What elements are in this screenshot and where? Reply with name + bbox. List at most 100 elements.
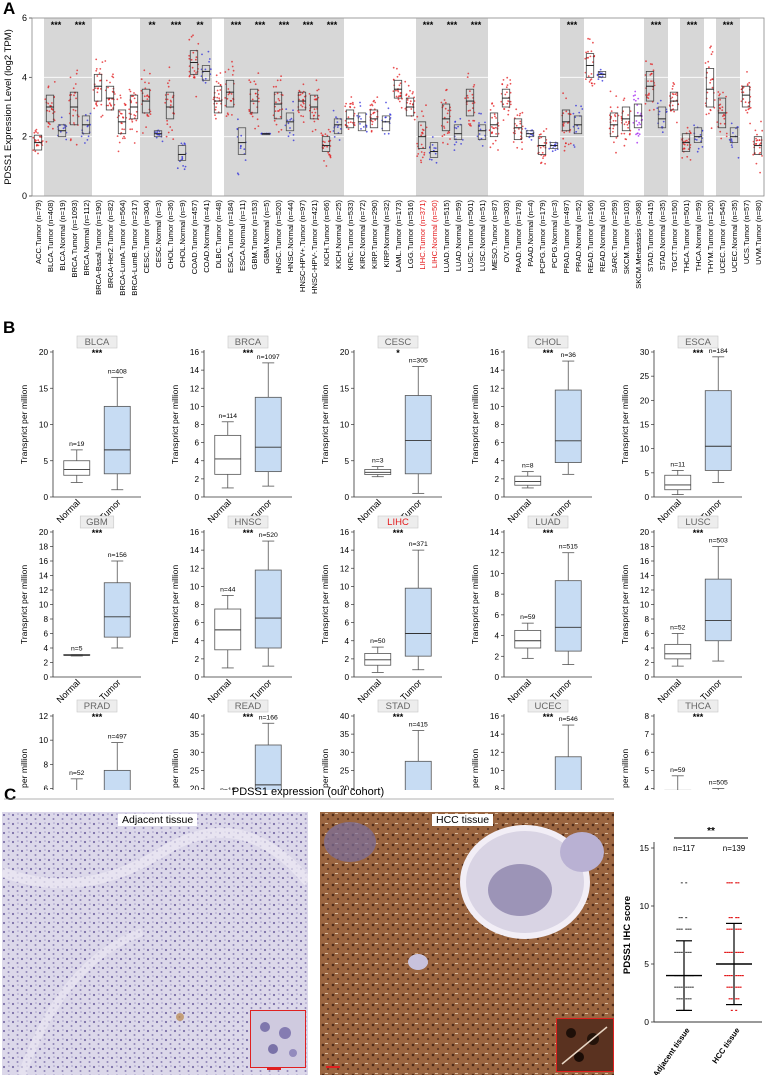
data-point — [111, 75, 114, 78]
data-point — [359, 101, 361, 104]
data-point — [96, 91, 99, 94]
data-point — [35, 139, 37, 142]
y-tick-label: 10 — [640, 601, 650, 610]
category-shade — [80, 18, 92, 196]
data-point — [133, 142, 136, 144]
data-point — [217, 82, 220, 84]
significance-stars: *** — [243, 712, 254, 722]
tumor-box — [704, 578, 732, 642]
data-point — [116, 98, 119, 101]
ihc-point — [724, 951, 727, 953]
box — [237, 127, 247, 155]
data-point — [204, 77, 207, 80]
data-point — [353, 106, 356, 109]
ihc-point — [674, 951, 677, 953]
data-point — [108, 98, 111, 101]
data-point — [53, 119, 56, 122]
tumor-box — [254, 569, 282, 649]
panel-title: CHOL — [535, 337, 561, 348]
category-shade — [140, 18, 152, 196]
data-point — [254, 127, 256, 130]
ihc-point — [680, 986, 683, 988]
data-point — [87, 135, 90, 138]
data-point — [219, 89, 222, 91]
data-point — [35, 128, 38, 131]
data-point — [349, 121, 352, 123]
data-point — [171, 129, 174, 132]
data-point — [93, 107, 96, 110]
y-tick-label: 0 — [22, 191, 27, 201]
data-point — [413, 118, 416, 121]
sample-size-label: n=59 — [520, 614, 536, 621]
data-point — [37, 132, 39, 134]
ihc-point — [685, 951, 688, 953]
data-point — [129, 90, 132, 93]
ihc-point — [685, 986, 688, 988]
data-point — [302, 83, 305, 86]
ihc-point — [730, 1009, 733, 1011]
y-tick-label: 6 — [494, 611, 499, 620]
ihc-point — [737, 951, 740, 953]
ihc-point — [730, 882, 733, 884]
y-tick-label: 0 — [344, 673, 349, 682]
category-shade — [464, 18, 476, 196]
ihc-point — [730, 986, 733, 988]
y-tick-label: 0 — [494, 493, 499, 502]
ihc-point — [689, 928, 692, 930]
data-point — [219, 72, 222, 74]
data-point — [289, 119, 291, 121]
data-point — [252, 102, 255, 105]
y-tick-label: 6 — [494, 439, 499, 448]
y-tick-label: 16 — [39, 557, 49, 566]
sample-size-label: n=305 — [409, 358, 428, 365]
y-tick-label: 4 — [194, 637, 199, 646]
y-tick-label: 6 — [22, 13, 27, 23]
ihc-point — [735, 917, 738, 919]
data-point — [165, 135, 168, 138]
sample-size-label: n=36 — [561, 352, 577, 359]
significance-stars: *** — [693, 712, 704, 722]
data-point — [349, 103, 351, 105]
ihc-point — [728, 975, 731, 977]
data-point — [166, 123, 169, 125]
tumor-box — [554, 756, 582, 790]
y-tick-label: 20 — [39, 348, 49, 357]
y-tick-label: 6 — [344, 619, 349, 628]
data-point — [314, 111, 317, 114]
data-point — [231, 65, 234, 68]
y-axis-title: Transprict per million — [170, 749, 180, 790]
ihc-point — [724, 975, 727, 977]
data-point — [219, 84, 222, 86]
ihc-point — [676, 998, 679, 1000]
data-point — [135, 101, 138, 104]
data-point — [226, 97, 229, 100]
panel-title: PRAD — [84, 701, 111, 712]
significance-stars: *** — [327, 20, 338, 30]
ihc-point — [678, 951, 681, 953]
data-point — [275, 85, 277, 88]
data-point — [182, 165, 185, 167]
data-point — [396, 67, 398, 70]
data-point — [136, 130, 138, 133]
data-point — [47, 102, 50, 105]
data-point — [117, 150, 120, 153]
y-tick-label: 0 — [43, 493, 48, 502]
data-point — [122, 137, 124, 140]
data-point — [316, 89, 319, 92]
plot-frame — [31, 17, 765, 197]
category-shade — [284, 18, 296, 196]
sample-size-label: n=505 — [709, 780, 728, 787]
y-tick-label: 4 — [194, 457, 199, 466]
y-tick-label: 0 — [644, 673, 649, 682]
data-point — [101, 61, 104, 63]
data-point — [32, 149, 35, 152]
sample-size-label: n=19 — [69, 441, 85, 448]
data-point — [190, 58, 193, 61]
significance-stars: *** — [51, 20, 62, 30]
data-point — [228, 92, 231, 95]
y-tick-label: 10 — [340, 582, 350, 591]
data-point — [46, 109, 49, 112]
y-tick-label: 0 — [194, 673, 199, 682]
data-point — [99, 68, 102, 70]
category-label: ACC.Tumor (n=79) — [34, 200, 43, 265]
